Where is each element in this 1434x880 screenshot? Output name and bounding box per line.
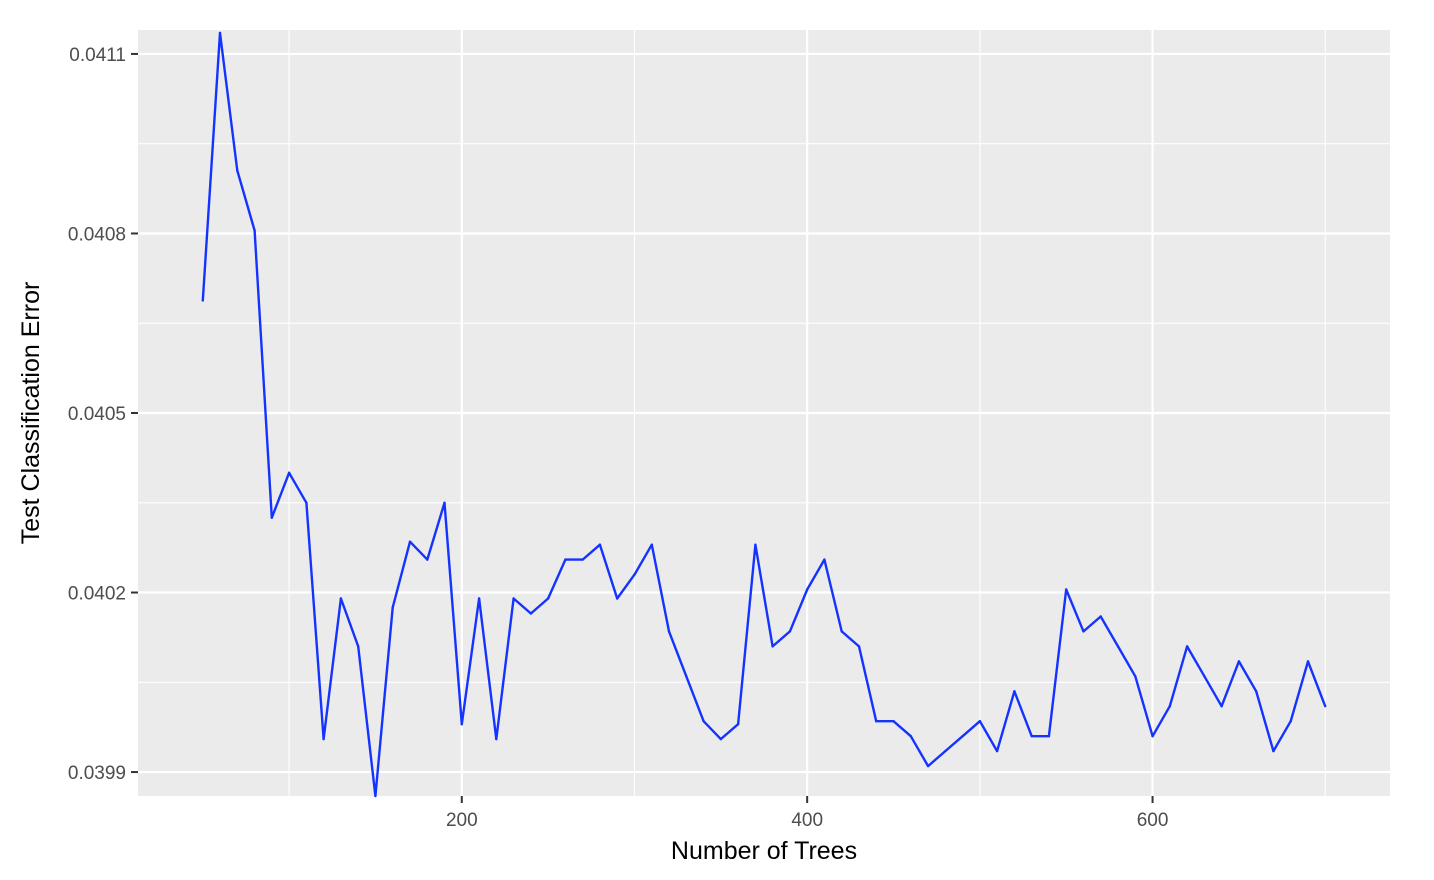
data-point bbox=[426, 558, 429, 561]
data-point bbox=[1324, 705, 1327, 708]
data-point bbox=[1082, 630, 1085, 633]
data-point bbox=[1306, 660, 1310, 663]
y-axis: 0.0399 0.0402 0.0405 0.0408 0.0411 bbox=[68, 45, 138, 784]
data-point bbox=[512, 597, 515, 600]
data-point bbox=[529, 612, 533, 615]
data-point bbox=[1116, 645, 1120, 648]
data-point bbox=[477, 597, 481, 600]
data-point bbox=[736, 723, 740, 726]
data-point bbox=[892, 720, 895, 723]
data-point bbox=[495, 737, 498, 741]
data-point bbox=[391, 606, 394, 609]
data-point bbox=[1272, 749, 1275, 753]
x-tick-label: 400 bbox=[791, 810, 823, 831]
data-point bbox=[253, 229, 256, 232]
data-point bbox=[1255, 690, 1258, 693]
data-point bbox=[978, 720, 982, 723]
data-point bbox=[1047, 735, 1051, 738]
data-point bbox=[857, 645, 861, 648]
y-tick-label: 0.0402 bbox=[68, 584, 126, 605]
data-point bbox=[702, 720, 705, 723]
data-point bbox=[1134, 675, 1137, 678]
data-point bbox=[650, 543, 653, 546]
data-point bbox=[806, 588, 809, 591]
data-point bbox=[1237, 660, 1241, 663]
y-tick-label: 0.0411 bbox=[69, 45, 126, 66]
data-point bbox=[357, 645, 360, 648]
data-point bbox=[374, 794, 377, 798]
data-point bbox=[616, 597, 619, 600]
data-point bbox=[1099, 615, 1102, 618]
data-point bbox=[564, 558, 567, 561]
data-point bbox=[201, 299, 204, 302]
y-axis-title: Test Classification Error bbox=[17, 282, 45, 545]
data-point bbox=[771, 645, 774, 648]
data-point bbox=[443, 501, 446, 504]
data-point bbox=[926, 764, 930, 768]
data-point bbox=[719, 737, 722, 741]
data-point bbox=[218, 31, 222, 35]
data-point bbox=[339, 597, 343, 600]
data-point bbox=[305, 501, 308, 504]
data-point bbox=[598, 543, 602, 546]
data-point bbox=[270, 516, 273, 519]
x-tick-label: 600 bbox=[1137, 810, 1169, 831]
data-point bbox=[1168, 705, 1172, 708]
data-point bbox=[633, 573, 636, 576]
data-point bbox=[1065, 588, 1068, 591]
y-tick-label: 0.0405 bbox=[68, 404, 126, 425]
x-axis-title: Number of Trees bbox=[671, 837, 857, 865]
data-point bbox=[961, 735, 964, 738]
data-point bbox=[875, 720, 878, 723]
data-point bbox=[754, 543, 757, 546]
data-point bbox=[1185, 645, 1189, 648]
data-point bbox=[1013, 690, 1016, 693]
data-point bbox=[995, 749, 999, 753]
data-point bbox=[322, 737, 325, 741]
x-axis: 200 400 600 bbox=[446, 796, 1168, 831]
x-tick-label: 200 bbox=[446, 810, 478, 831]
data-point bbox=[1203, 675, 1206, 678]
data-point bbox=[581, 558, 584, 561]
data-point bbox=[788, 630, 792, 633]
y-tick-label: 0.0408 bbox=[68, 224, 126, 245]
data-point bbox=[287, 471, 291, 474]
data-point bbox=[840, 630, 843, 633]
data-point bbox=[1151, 735, 1154, 738]
data-point bbox=[546, 597, 550, 600]
series-layer bbox=[201, 31, 1327, 798]
series-line bbox=[201, 31, 1327, 798]
data-point bbox=[667, 630, 671, 633]
data-point bbox=[1030, 735, 1033, 738]
data-point bbox=[1289, 720, 1292, 723]
data-point bbox=[685, 675, 688, 678]
data-point bbox=[1220, 705, 1223, 708]
data-point bbox=[909, 735, 912, 738]
data-point bbox=[944, 749, 947, 753]
y-tick-label: 0.0399 bbox=[68, 763, 126, 784]
data-point bbox=[236, 169, 239, 172]
data-point bbox=[460, 723, 463, 726]
data-point bbox=[823, 558, 826, 561]
data-point bbox=[408, 540, 412, 543]
